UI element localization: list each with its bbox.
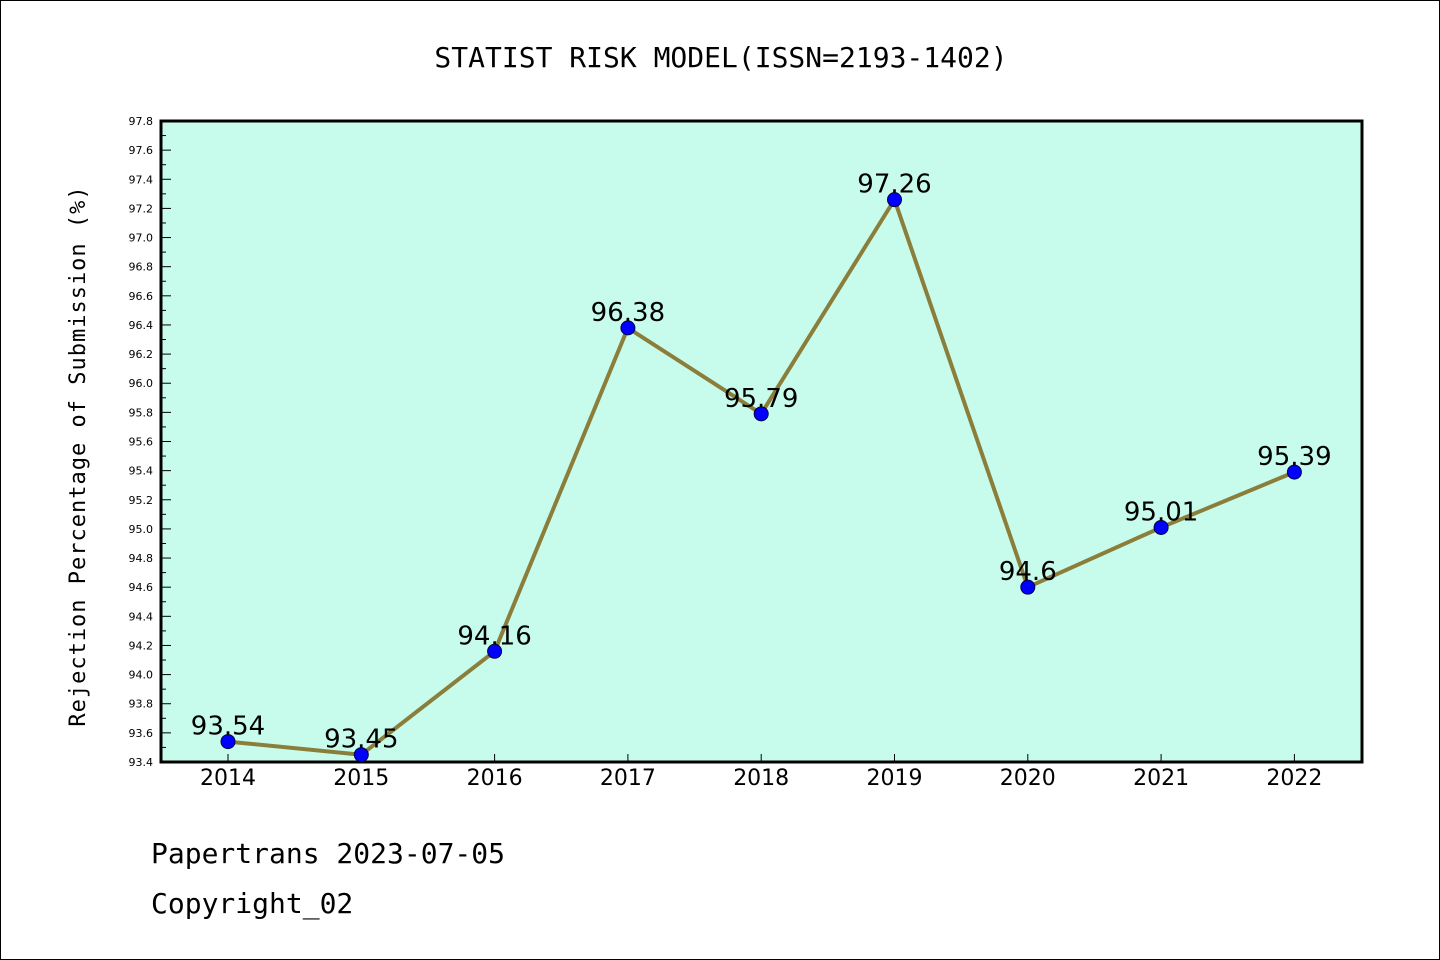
data-point-2018 [753,406,769,422]
y-tick-label: 97.0 [129,232,154,245]
data-label-2021: 95.01 [1124,497,1198,527]
y-tick-label: 97.8 [129,115,154,128]
series-markers-group [220,192,1302,763]
data-label-2017: 96.38 [591,298,665,328]
y-tick-label: 93.6 [129,727,154,740]
y-axis-label: Rejection Percentage of Submission (%) [66,185,91,726]
y-tick-label: 95.4 [129,465,154,478]
y-tick-label: 94.0 [129,669,154,682]
y-tick-label: 97.4 [129,173,154,186]
footer-date: Papertrans 2023-07-05 [151,837,506,870]
y-tick-label: 95.0 [129,523,154,536]
data-label-2014: 93.54 [191,712,265,742]
data-point-2019 [887,192,902,208]
data-point-2022 [1286,464,1302,480]
data-label-2016: 94.16 [457,621,531,651]
y-tick-label: 94.8 [129,552,154,565]
data-point-2021 [1153,519,1169,535]
x-axis: 2014 2015 2016 2017 2018 2019 2020 2021 2022 [200,754,1322,791]
y-tick-label: 93.8 [129,698,154,711]
y-tick-label: 94.6 [129,581,154,594]
data-label-2020: 94.6 [999,557,1057,587]
x-tick-label: 2016 [467,766,523,791]
y-tick-label: 96.0 [129,377,154,390]
y-axis: 93.4 93.6 93.8 94.0 94.2 94.4 94.6 94.8 95.0 95.2… [129,115,171,769]
data-point-2015 [353,747,369,763]
x-tick-label: 2018 [733,766,789,791]
data-label-2018: 95.79 [724,384,798,414]
y-tick-label: 95.2 [129,494,154,507]
x-tick-label: 2019 [867,766,923,791]
y-tick-label: 95.6 [129,436,154,449]
y-tick-label: 96.4 [129,319,154,332]
y-tick-label: 95.8 [129,406,154,419]
x-tick-label: 2015 [333,766,389,791]
data-label-2015: 93.45 [324,725,398,755]
x-tick-label: 2017 [600,766,656,791]
y-tick-label: 96.8 [129,261,154,274]
x-tick-label: 2022 [1266,766,1322,791]
data-point-2014 [220,734,236,750]
y-tick-label: 94.2 [129,639,154,652]
y-tick-label: 94.4 [129,610,154,623]
y-tick-label: 97.6 [129,144,154,157]
x-tick-label: 2020 [1000,766,1056,791]
chart-title: STATIST RISK MODEL(ISSN=2193-1402) [434,41,1007,74]
data-point-2020 [1020,579,1036,595]
x-tick-label: 2021 [1133,766,1189,791]
y-tick-label: 96.2 [129,348,154,361]
data-label-2019: 97.26 [857,170,931,200]
y-tick-label: 96.6 [129,290,154,303]
x-tick-label: 2014 [200,766,256,791]
data-point-2016 [487,643,503,659]
plot-area [159,119,1364,764]
footer-copyright: Copyright_02 [151,887,354,920]
y-tick-label: 97.2 [129,202,154,215]
y-tick-label: 93.4 [129,756,154,769]
data-labels-group: 93.54 93.45 94.16 96.38 95.79 97.26 94.6 95.01 9… [191,170,1332,755]
data-point-2017 [620,320,636,336]
data-label-2022: 95.39 [1257,442,1331,472]
